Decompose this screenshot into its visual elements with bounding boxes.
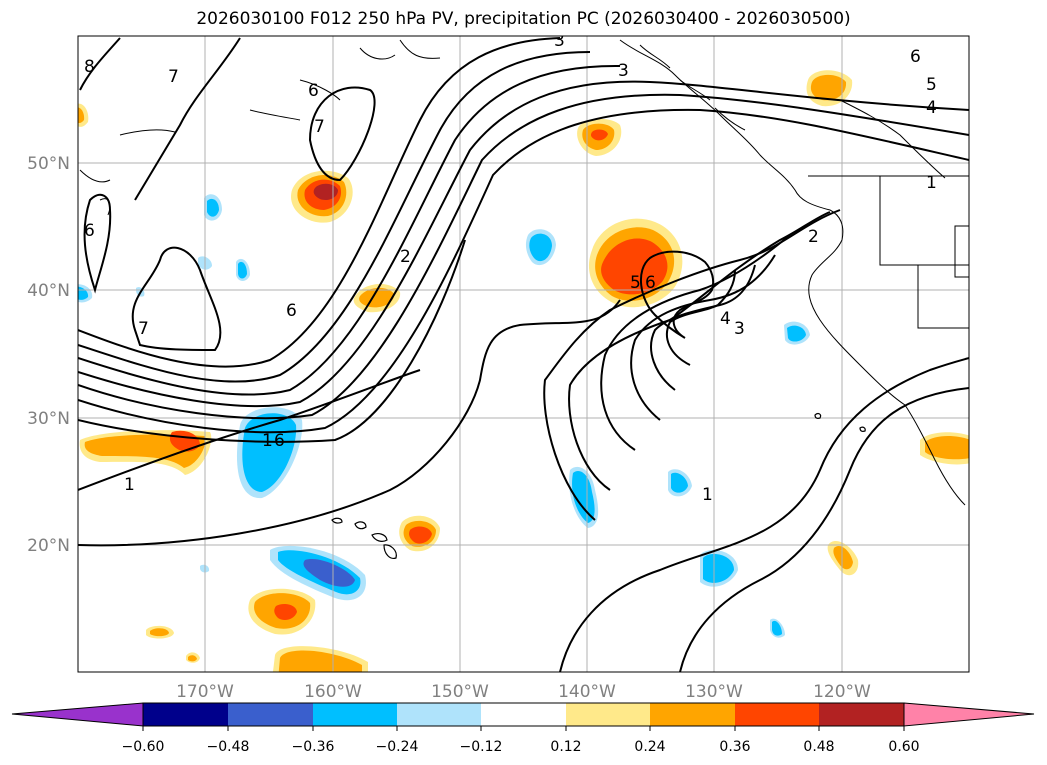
colorbar-tick-label: 0.24	[634, 739, 665, 755]
contour-label: 1	[702, 485, 713, 505]
contour-label: 6	[910, 47, 921, 67]
contour-label: 4	[720, 309, 731, 329]
lon-label: 120°W	[813, 682, 871, 702]
colorbar-segment	[566, 703, 650, 726]
colorbar-segment	[819, 703, 904, 726]
positive-precip-shading	[78, 70, 969, 672]
colorbar-tick-label: 0.48	[803, 739, 834, 755]
contour-label: 4	[926, 98, 937, 118]
contour-label: 5	[926, 75, 937, 95]
contour-label: 6	[308, 81, 319, 101]
contour-label: 6	[645, 273, 656, 293]
latitude-labels: 50°N 40°N 30°N 20°N	[27, 154, 70, 556]
colorbar-ticks	[142, 726, 905, 731]
colorbar-tick-label: 0.60	[888, 739, 919, 755]
contour-label: 7	[168, 67, 179, 87]
colorbar-max-extension	[903, 702, 1035, 727]
colorbar-tick-label: −0.24	[376, 739, 419, 755]
lat-label: 30°N	[27, 409, 70, 429]
colorbar-segment	[650, 703, 735, 726]
colorbar-segment	[313, 703, 397, 726]
longitude-labels: 170°W 160°W 150°W 140°W 130°W 120°W	[176, 682, 871, 702]
lat-label: 20°N	[27, 536, 70, 556]
colorbar-min-extension	[11, 702, 144, 727]
contour-label: 2	[808, 227, 819, 247]
plot-background	[78, 36, 969, 672]
contour-label: 7	[314, 117, 325, 137]
colorbar-tick-label: −0.36	[292, 739, 335, 755]
plot-frame	[77, 35, 970, 673]
contour-label: 1	[926, 173, 937, 193]
contour-label: 5	[630, 273, 641, 293]
lat-label: 50°N	[27, 154, 70, 174]
map-title: 2026030100 F012 250 hPa PV, precipitatio…	[196, 9, 851, 29]
lon-label: 160°W	[304, 682, 362, 702]
lon-label: 150°W	[431, 682, 489, 702]
colorbar-segment	[397, 703, 481, 726]
colorbar-tick-label: 0.12	[550, 739, 581, 755]
contour-label: 3	[618, 61, 629, 81]
pv-contours	[78, 37, 969, 672]
lat-label: 40°N	[27, 281, 70, 301]
lon-label: 170°W	[176, 682, 234, 702]
colorbar-segment	[228, 703, 313, 726]
colorbar-tick-label: 0.36	[719, 739, 750, 755]
colorbar-segment	[481, 703, 566, 726]
contour-label: 1	[262, 431, 273, 451]
contour-label: 1	[124, 475, 135, 495]
colorbar-segment	[143, 703, 228, 726]
contour-label: 3	[554, 31, 565, 51]
contour-label: 6	[274, 431, 285, 451]
contour-label: 3	[734, 319, 745, 339]
colorbar-frame	[142, 702, 905, 727]
contour-label: 8	[84, 57, 95, 77]
contour-label: 7	[138, 319, 149, 339]
contour-labels: 8 7 6 7 6 6 7 2 6 1 1 3 3 6 5 4 1 2 5 6 …	[84, 31, 937, 505]
colorbar-tick-labels: −0.60 −0.48 −0.36 −0.24 −0.12 0.12 0.24 …	[122, 739, 920, 755]
contour-label: 6	[84, 221, 95, 241]
colorbar-segment	[735, 703, 819, 726]
lon-label: 130°W	[685, 682, 743, 702]
hawaii-islands	[331, 412, 866, 559]
colorbar-tick-label: −0.12	[460, 739, 503, 755]
colorbar-tick-label: −0.60	[122, 739, 165, 755]
lon-label: 140°W	[558, 682, 616, 702]
colorbar-tick-label: −0.48	[207, 739, 250, 755]
colorbar: −0.60 −0.48 −0.36 −0.24 −0.12 0.12 0.24 …	[11, 702, 1035, 755]
contour-label: 2	[400, 247, 411, 267]
contour-label: 6	[286, 301, 297, 321]
